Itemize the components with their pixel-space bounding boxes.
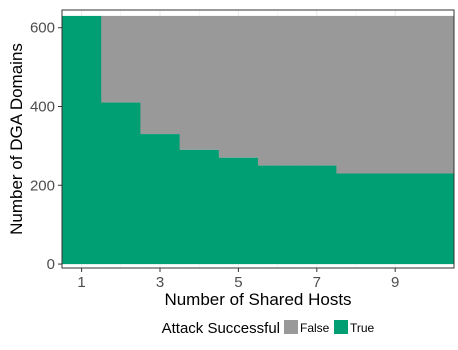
x-tick-label: 7 [313, 274, 321, 291]
bar-false [179, 15, 220, 150]
bar-false [336, 15, 377, 174]
x-axis-label: Number of Shared Hosts [164, 290, 351, 309]
bar-false [414, 15, 455, 174]
bar-true [375, 173, 416, 265]
legend: Attack Successful False True [162, 320, 375, 337]
x-axis: 1 3 5 7 9 [77, 268, 399, 291]
y-tick-label: 400 [30, 99, 55, 116]
bar-true [336, 173, 377, 265]
bar-true [414, 173, 455, 265]
y-tick-label: 200 [30, 177, 55, 194]
y-axis-label: Number of DGA Domains [7, 43, 26, 235]
x-tick-label: 1 [77, 274, 85, 291]
x-tick-label: 9 [391, 274, 399, 291]
bar-false [258, 15, 298, 166]
x-tick-label: 3 [156, 274, 164, 291]
y-tick-label: 0 [47, 256, 55, 273]
bar-false [140, 15, 181, 135]
y-axis: 0 200 400 600 [30, 20, 62, 273]
y-tick-label: 600 [30, 20, 55, 37]
bar-false [101, 15, 141, 103]
bar-true [179, 149, 220, 265]
bar-true [297, 165, 337, 265]
bar-false [297, 15, 337, 166]
bar-true [218, 157, 259, 265]
bar-true [258, 165, 298, 265]
bar-true [140, 134, 181, 265]
plot-border [61, 9, 455, 269]
legend-title: Attack Successful [162, 320, 280, 337]
legend-swatch-true [334, 320, 348, 334]
bar-true [101, 102, 141, 265]
legend-label-false: False [300, 321, 330, 335]
legend-swatch-false [284, 320, 298, 334]
bar-false [218, 15, 259, 158]
legend-label-true: True [350, 321, 375, 335]
x-tick-label: 5 [234, 274, 242, 291]
bar-false [375, 15, 416, 174]
bars [62, 15, 455, 265]
bar-true [62, 15, 102, 265]
